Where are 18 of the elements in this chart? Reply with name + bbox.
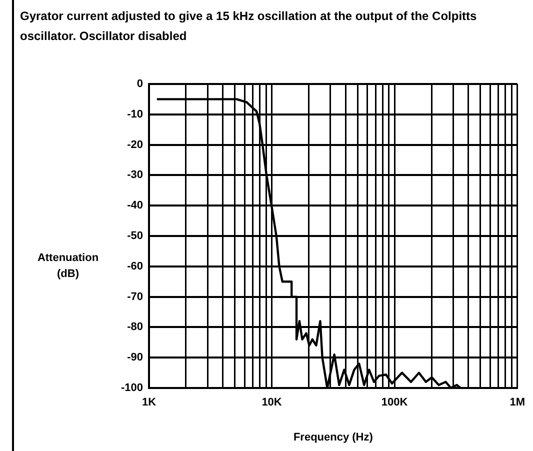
y-tick-label: -10 — [127, 108, 143, 120]
y-tick-label: -20 — [127, 138, 143, 151]
y-tick-label: -50 — [127, 230, 143, 242]
y-tick-label: -100 — [120, 382, 143, 394]
y-tick-label: -70 — [127, 290, 143, 303]
x-tick-label: 10K — [262, 396, 282, 409]
y-tick-label: -90 — [127, 352, 143, 364]
x-tick-label: 1K — [142, 396, 156, 409]
x-axis-title: Frequency (Hz) — [293, 431, 374, 444]
y-tick-label: -60 — [127, 260, 143, 272]
y-tick-label: -80 — [127, 321, 143, 334]
chart-title: Gyrator current adjusted to give a 15 kHz oscillation at the output of the Colpitts oscillator. Oscillator disabled — [20, 8, 478, 45]
y-axis-title: Attenuation (dB) — [36, 251, 100, 282]
y-tick-label: -30 — [127, 169, 143, 182]
y-tick-label: -40 — [127, 200, 143, 212]
x-tick-label: 100K — [381, 396, 408, 409]
x-tick-label: 1M — [510, 396, 525, 409]
y-tick-label: 0 — [136, 78, 143, 90]
